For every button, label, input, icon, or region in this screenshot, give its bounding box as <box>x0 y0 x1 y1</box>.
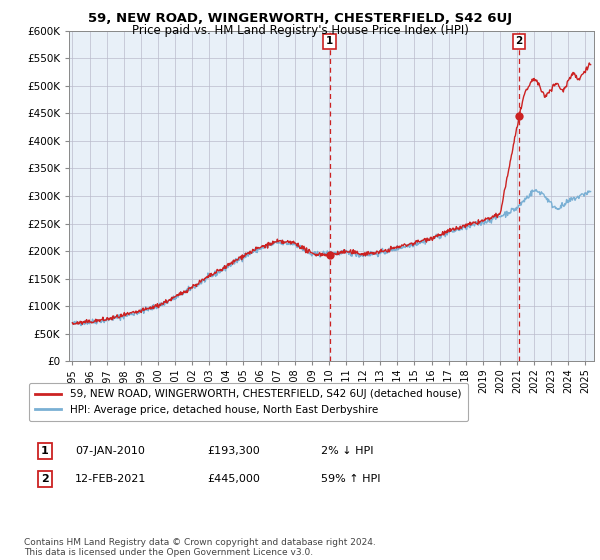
Text: £445,000: £445,000 <box>207 474 260 484</box>
Text: Price paid vs. HM Land Registry's House Price Index (HPI): Price paid vs. HM Land Registry's House … <box>131 24 469 36</box>
Text: 2: 2 <box>41 474 49 484</box>
Text: 59, NEW ROAD, WINGERWORTH, CHESTERFIELD, S42 6UJ: 59, NEW ROAD, WINGERWORTH, CHESTERFIELD,… <box>88 12 512 25</box>
Legend: 59, NEW ROAD, WINGERWORTH, CHESTERFIELD, S42 6UJ (detached house), HPI: Average : 59, NEW ROAD, WINGERWORTH, CHESTERFIELD,… <box>29 383 467 421</box>
Text: 1: 1 <box>41 446 49 456</box>
Text: £193,300: £193,300 <box>207 446 260 456</box>
Text: 59% ↑ HPI: 59% ↑ HPI <box>321 474 380 484</box>
Text: 12-FEB-2021: 12-FEB-2021 <box>75 474 146 484</box>
Text: 1: 1 <box>326 36 333 46</box>
Text: 2% ↓ HPI: 2% ↓ HPI <box>321 446 373 456</box>
Text: 2: 2 <box>515 36 523 46</box>
Text: Contains HM Land Registry data © Crown copyright and database right 2024.
This d: Contains HM Land Registry data © Crown c… <box>24 538 376 557</box>
Text: 07-JAN-2010: 07-JAN-2010 <box>75 446 145 456</box>
